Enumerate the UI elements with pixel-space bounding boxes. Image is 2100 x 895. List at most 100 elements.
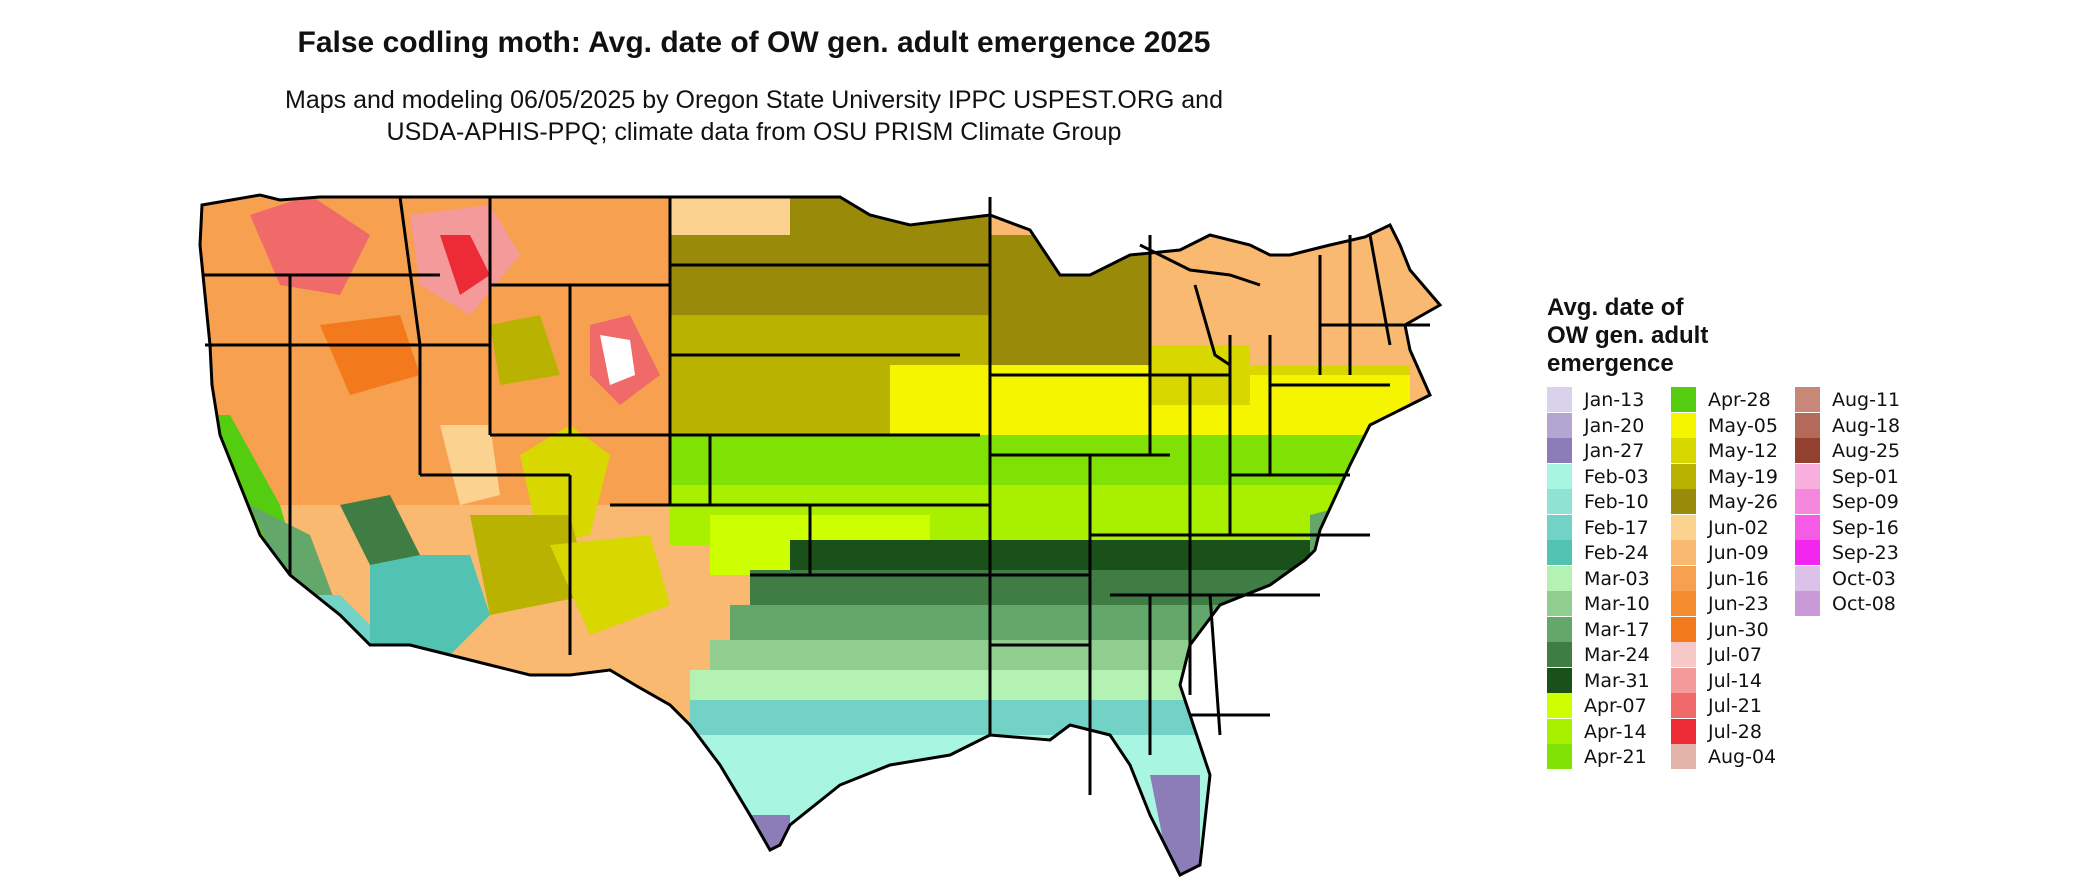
- region-nevada-jun02: [440, 425, 500, 505]
- legend-swatch: [1547, 642, 1572, 667]
- legend-item: Jul-07: [1671, 642, 1791, 668]
- legend-swatch: [1671, 591, 1696, 616]
- legend-swatch: [1547, 540, 1572, 565]
- legend-label: Jan-13: [1584, 389, 1645, 411]
- legend-label: Jun-23: [1708, 593, 1769, 615]
- border-al-ga: [1208, 594, 1222, 736]
- region-south-mar31: [790, 540, 1350, 575]
- legend-label: Oct-03: [1832, 567, 1896, 590]
- region-wyoming-snow: [600, 335, 635, 385]
- region-south-mar17: [730, 605, 1330, 645]
- us-emergence-map: [198, 193, 1442, 877]
- legend-label: Jul-14: [1708, 669, 1762, 692]
- legend-label: May-05: [1708, 414, 1778, 437]
- legend-swatch: [1671, 718, 1696, 744]
- border-nh-me: [1368, 234, 1392, 346]
- legend-item: Apr-28: [1671, 387, 1791, 413]
- legend-title-line-2: OW gen. adult: [1547, 322, 1709, 349]
- legend-item: Feb-10: [1547, 489, 1667, 515]
- legend-label: Mar-10: [1584, 593, 1650, 615]
- legend-swatch: [1671, 489, 1696, 514]
- legend-swatch: [1795, 438, 1820, 463]
- region-oregon-jun30: [320, 315, 420, 395]
- legend-swatch: [1795, 463, 1820, 489]
- legend-item: Sep-01: [1795, 463, 1915, 490]
- legend-swatch: [1795, 387, 1820, 412]
- legend-swatch: [1671, 540, 1696, 565]
- legend-item: May-26: [1671, 489, 1791, 515]
- legend-label: Jul-07: [1708, 644, 1762, 666]
- legend-swatch: [1671, 514, 1696, 540]
- legend-title-line-3: emergence: [1547, 350, 1674, 377]
- legend-label: Sep-23: [1832, 542, 1899, 564]
- legend-label: May-26: [1708, 491, 1778, 513]
- legend-item: Feb-17: [1547, 514, 1667, 541]
- legend-item: Aug-18: [1795, 412, 1915, 439]
- legend-label: Apr-14: [1584, 720, 1647, 743]
- legend-label: Oct-08: [1832, 593, 1896, 615]
- region-nd-west-jun02: [670, 195, 790, 235]
- legend-item: Jun-09: [1671, 540, 1791, 566]
- legend-swatch: [1671, 667, 1696, 693]
- legend-swatch: [1547, 565, 1572, 591]
- legend-label: May-19: [1708, 465, 1778, 488]
- legend-item: Jun-16: [1671, 565, 1791, 592]
- legend-label: Jul-28: [1708, 720, 1762, 743]
- legend-swatch: [1671, 387, 1696, 412]
- legend-item: Mar-24: [1547, 642, 1667, 668]
- legend-swatch: [1671, 616, 1696, 642]
- legend-swatch: [1547, 438, 1572, 463]
- legend-label: Jun-02: [1708, 516, 1769, 539]
- legend-swatch: [1671, 412, 1696, 438]
- legend-swatch: [1547, 412, 1572, 438]
- legend-swatch: [1547, 514, 1572, 540]
- region-arizona-feb24: [370, 555, 490, 665]
- legend-item: Apr-14: [1547, 718, 1667, 745]
- legend-label: Mar-24: [1584, 644, 1650, 666]
- subtitle-line-2: USDA-APHIS-PPQ; climate data from OSU PR…: [386, 118, 1122, 146]
- legend-item: Sep-09: [1795, 489, 1915, 515]
- border-lake-michigan: [1193, 284, 1231, 367]
- legend-item: Feb-03: [1547, 463, 1667, 490]
- chart-title: False codling moth: Avg. date of OW gen.…: [297, 26, 1211, 59]
- legend-item: Mar-17: [1547, 616, 1667, 643]
- legend-swatch: [1795, 591, 1820, 616]
- legend-label: May-12: [1708, 440, 1778, 462]
- legend-item: Jul-28: [1671, 718, 1791, 745]
- legend-label: Apr-28: [1708, 389, 1771, 411]
- region-snake-may19: [490, 315, 560, 385]
- legend-item: Mar-10: [1547, 591, 1667, 617]
- subtitle-line-1: Maps and modeling 06/05/2025 by Oregon S…: [285, 86, 1223, 114]
- region-mojave-mar24: [340, 495, 420, 565]
- legend-label: Jul-21: [1708, 695, 1762, 717]
- legend-swatch: [1795, 514, 1820, 540]
- legend-label: Aug-04: [1708, 746, 1777, 768]
- legend-swatch: [1671, 693, 1696, 718]
- legend-swatch: [1547, 744, 1572, 769]
- legend-swatch: [1795, 412, 1820, 438]
- legend-label: Aug-11: [1832, 389, 1901, 411]
- region-socal-mar17: [250, 505, 340, 615]
- legend-title: Avg. date of OW gen. adult emergence: [1547, 294, 1708, 378]
- legend-swatch: [1547, 489, 1572, 514]
- legend-item: Sep-23: [1795, 540, 1915, 566]
- legend-swatch: [1671, 642, 1696, 667]
- legend-item: Jun-23: [1671, 591, 1791, 617]
- legend-label: Jun-09: [1708, 542, 1769, 564]
- legend-swatch: [1547, 387, 1572, 412]
- legend-swatch: [1547, 591, 1572, 616]
- legend-swatch: [1547, 667, 1572, 693]
- legend-item: May-05: [1671, 412, 1791, 439]
- region-idaho-jul28: [440, 235, 490, 295]
- legend-label: Feb-17: [1584, 516, 1649, 539]
- legend-item: Jul-21: [1671, 693, 1791, 719]
- legend-item: Mar-03: [1547, 565, 1667, 592]
- legend-swatch: [1547, 693, 1572, 718]
- region-florida-jan27: [1150, 775, 1200, 875]
- legend-label: Jan-27: [1584, 440, 1645, 462]
- legend-item: Aug-25: [1795, 438, 1915, 464]
- legend-label: Sep-09: [1832, 491, 1899, 513]
- legend-item: Sep-16: [1795, 514, 1915, 541]
- legend-swatch: [1671, 565, 1696, 591]
- state-borders: [198, 193, 1442, 877]
